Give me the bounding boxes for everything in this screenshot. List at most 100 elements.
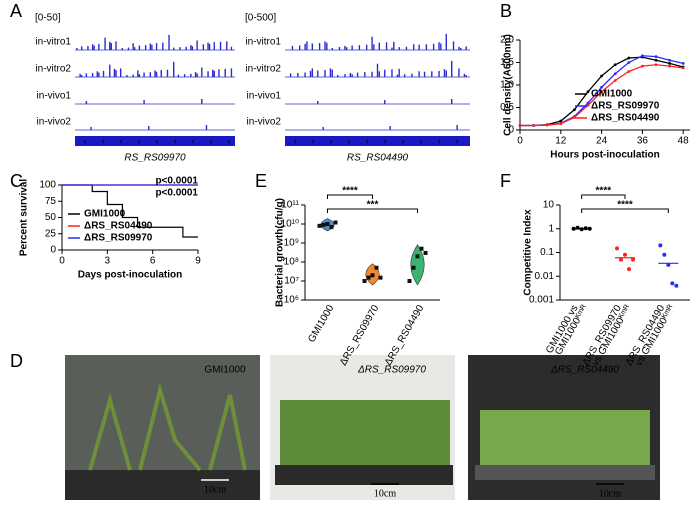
panel-label: F	[500, 171, 511, 191]
y-tick-label: 2.0	[500, 35, 514, 46]
y-tick-label: 10¹⁰	[281, 219, 299, 230]
data-point	[411, 265, 416, 270]
survival-line	[62, 184, 198, 238]
gene-arrow: ›	[365, 136, 368, 147]
data-point	[641, 54, 644, 58]
scale-bar-label: 10cm	[374, 488, 396, 499]
data-point	[587, 226, 592, 231]
data-point	[407, 279, 412, 283]
gene-arrow: ‹	[227, 136, 230, 147]
data-point	[662, 252, 667, 257]
y-tick-label: 0	[50, 245, 56, 256]
data-point	[627, 56, 631, 60]
track-label: in-vitro1	[35, 37, 71, 48]
panel-label: D	[10, 351, 23, 371]
data-point	[668, 64, 671, 68]
photo-label: GMI1000	[204, 365, 246, 376]
track-scale: [0-500]	[245, 13, 276, 24]
data-point	[681, 66, 685, 70]
data-point	[613, 79, 617, 82]
legend-label: ΔRS_RS09970	[84, 233, 153, 244]
panel-label: C	[10, 171, 23, 191]
y-tick-label: 0.01	[535, 271, 555, 282]
gene-arrow: ›	[329, 136, 332, 147]
data-point	[623, 252, 627, 257]
gene-arrow: ›	[455, 136, 458, 147]
data-point	[559, 119, 563, 123]
gene-arrow: ›	[293, 136, 296, 147]
panel-label: B	[500, 1, 512, 21]
data-point	[619, 257, 623, 262]
x-tick-label: 48	[678, 136, 690, 147]
y-tick-label: 10	[543, 200, 555, 211]
data-point	[627, 61, 631, 64]
data-point	[600, 74, 603, 78]
gene-arrow: ‹	[209, 136, 212, 147]
annotation: p<0.0001	[155, 176, 198, 187]
data-point	[573, 108, 576, 112]
data-point	[518, 124, 522, 127]
gene-name: RS_RS09970	[124, 153, 186, 164]
photo-label: ΔRS_RS04490	[550, 365, 619, 376]
data-point	[600, 85, 603, 89]
data-point	[668, 58, 671, 62]
significance-bracket	[327, 194, 373, 199]
data-point	[670, 281, 675, 286]
photo-label: ΔRS_RS09970	[357, 365, 426, 376]
y-axis-label: Bacterial growth(cfu/g)	[275, 198, 286, 307]
y-tick-label: 1	[548, 223, 554, 234]
data-point	[423, 250, 428, 255]
x-tick-label: 36	[637, 136, 649, 147]
y-tick-label: 10⁶	[284, 295, 299, 306]
data-point	[586, 103, 590, 107]
panel-label: E	[255, 171, 267, 191]
data-point	[654, 55, 658, 59]
x-tick-label: 3	[105, 256, 111, 267]
significance-bracket	[581, 194, 626, 199]
legend-label: ΔRS_RS04490	[84, 221, 153, 232]
data-point	[627, 70, 631, 73]
legend-label: ΔRS_RS04490	[591, 113, 660, 124]
data-point	[583, 226, 588, 231]
annotation: p<0.0001	[155, 188, 198, 199]
gene-arrow: ‹	[119, 136, 122, 147]
significance-label: ***	[367, 200, 379, 211]
gene-arrow: ‹	[83, 136, 86, 147]
gene-name: RS_RS04490	[347, 153, 409, 164]
y-axis-label: Cell density(A600nm)	[503, 34, 514, 136]
x-tick-label: 9	[195, 256, 201, 267]
data-point	[571, 226, 576, 231]
x-tick-label: GMI1000	[306, 303, 336, 345]
legend-label: ΔRS_RS09970	[591, 101, 660, 112]
gene-arrow: ›	[383, 136, 386, 147]
y-tick-label: 1.0	[500, 80, 514, 91]
gene-arrow: ›	[419, 136, 422, 147]
data-point	[419, 246, 424, 251]
data-point	[333, 220, 338, 225]
data-point	[329, 224, 334, 229]
track-label: in-vivo1	[37, 91, 72, 102]
data-point	[615, 246, 619, 251]
x-tick-label: 12	[555, 136, 567, 147]
data-point	[415, 254, 420, 259]
data-point	[613, 72, 617, 76]
data-point	[600, 90, 603, 94]
gene-arrow: ›	[401, 136, 404, 147]
gene-arrow: ‹	[101, 136, 104, 147]
data-point	[579, 227, 584, 232]
data-point	[325, 222, 330, 226]
data-point	[658, 243, 663, 248]
data-point	[321, 222, 326, 227]
y-tick-label: 100	[39, 180, 56, 191]
data-point	[366, 275, 371, 280]
x-tick-label: 0	[517, 136, 523, 147]
panel-label: A	[10, 1, 22, 21]
photo-3	[468, 355, 660, 500]
data-point	[631, 257, 635, 262]
data-point	[559, 122, 563, 126]
track-label: in-vitro1	[245, 37, 281, 48]
y-tick-label: 75	[45, 196, 57, 207]
scale-bar-label: 10cm	[204, 484, 226, 495]
gene-arrow: ‹	[173, 136, 176, 147]
x-tick-label: 0	[59, 256, 65, 267]
